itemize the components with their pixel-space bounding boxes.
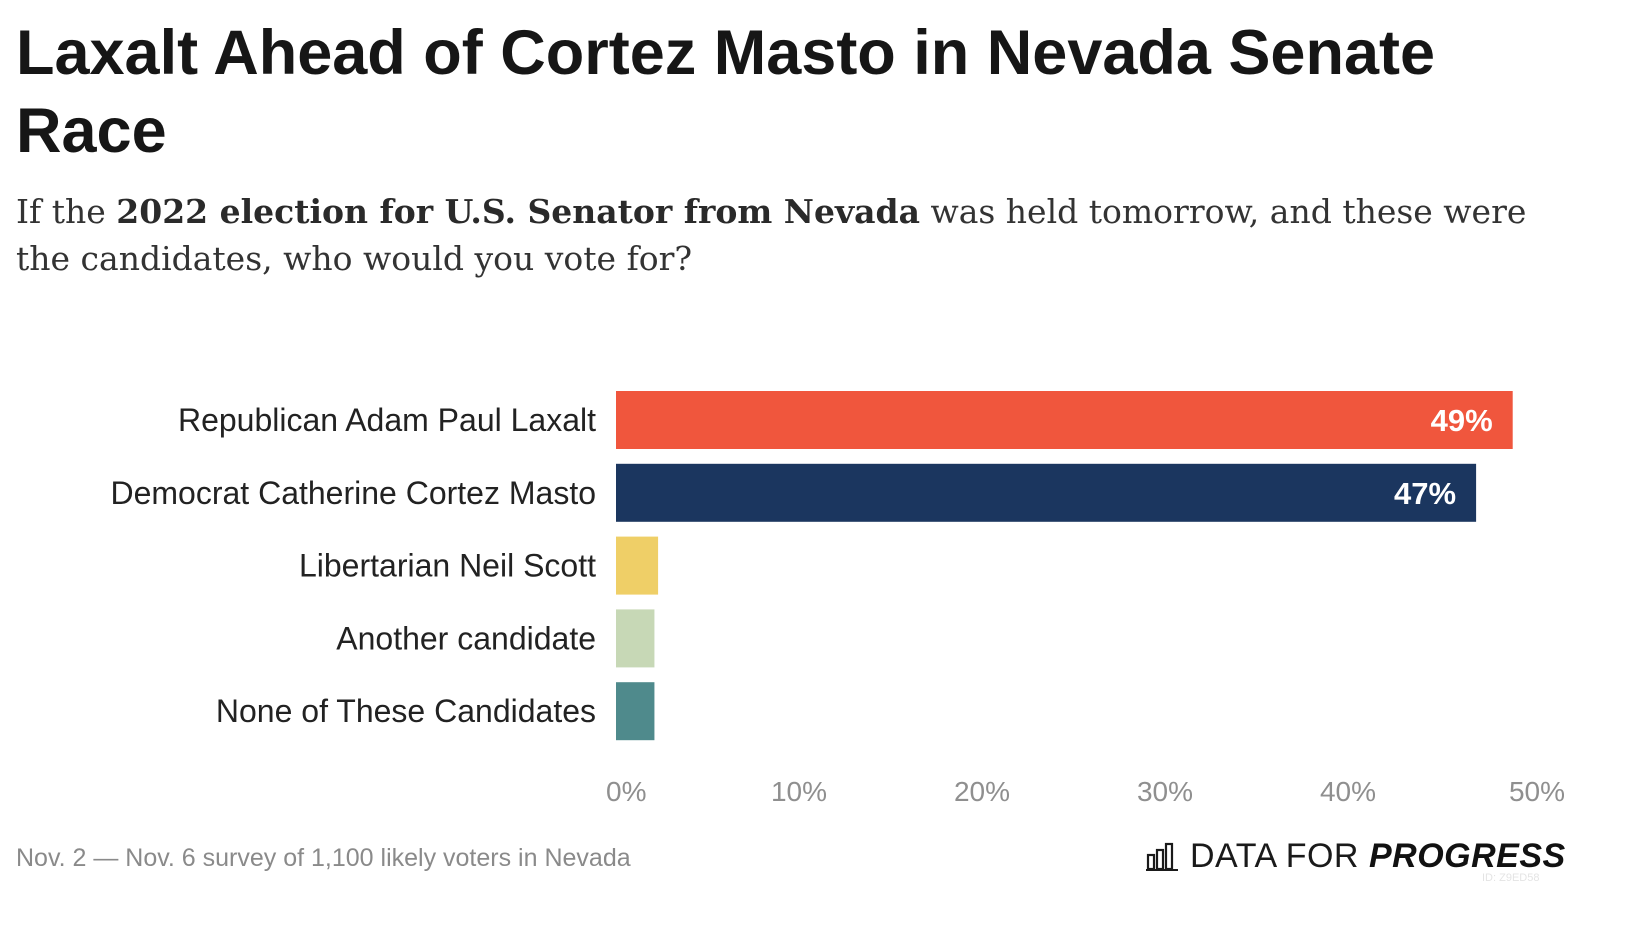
bar-chart: Republican Adam Paul Laxalt Democrat Cath… (110, 391, 1565, 807)
subtitle-text-pre: If the (16, 192, 117, 231)
chart-title: Laxalt Ahead of Cortez Masto in Nevada S… (16, 18, 1436, 166)
x-tick-label-5: 40% (1320, 776, 1376, 807)
bar-3 (616, 536, 659, 595)
x-tick-label-3: 20% (954, 776, 1010, 807)
x-tick-label-2: 10% (771, 776, 827, 807)
bar-4 (616, 609, 655, 668)
category-label-5: None of These Candidates (216, 693, 596, 729)
bars-group (616, 391, 1513, 741)
bar-chart-icon (1146, 842, 1178, 871)
subtitle-text-bold: 2022 election for U.S. Senator from Neva… (116, 192, 920, 231)
subtitle-text-post: was held tomorrow, and these were the ca… (16, 192, 1527, 278)
x-tick-label-6: 50% (1509, 776, 1565, 807)
data-for-progress-logo: DATA FOR PROGRESS (1146, 832, 1566, 880)
chart-subtitle: If the 2022 election for U.S. Senator fr… (16, 188, 1576, 282)
value-labels: 49% 47% (1394, 403, 1493, 511)
x-tick-label-4: 30% (1137, 776, 1193, 807)
source-footnote: Nov. 2 — Nov. 6 survey of 1,100 likely v… (16, 844, 631, 872)
value-label-1: 49% (1431, 403, 1493, 438)
category-label-4: Another candidate (336, 620, 596, 656)
category-label-3: Libertarian Neil Scott (299, 548, 596, 584)
category-label-1: Republican Adam Paul Laxalt (178, 402, 596, 438)
x-tick-label-1: 0% (606, 776, 646, 807)
bar-1 (616, 391, 1513, 449)
bar-5 (616, 682, 655, 741)
value-label-2: 47% (1394, 476, 1456, 511)
bar-2 (616, 463, 1477, 522)
category-labels: Republican Adam Paul Laxalt Democrat Cath… (110, 402, 596, 729)
category-label-2: Democrat Catherine Cortez Masto (110, 475, 596, 511)
chart-id: ID: Z9ED58 (1482, 872, 1540, 884)
brand-name-bold: PROGRESS (1368, 836, 1566, 875)
brand-name-light: DATA FOR (1190, 836, 1359, 875)
x-axis-tick-labels: 0% 10% 20% 30% 40% 50% (606, 776, 1565, 807)
